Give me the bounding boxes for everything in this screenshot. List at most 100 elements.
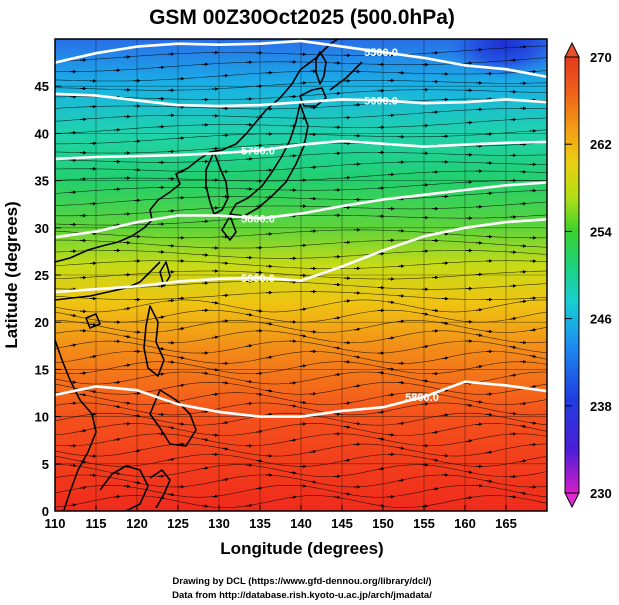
- wind-arrow: [377, 371, 385, 375]
- x-tick-label: 150: [372, 516, 394, 531]
- coast-hokkaido: [299, 87, 327, 107]
- wind-arrow: [353, 384, 361, 388]
- wind-arrow: [69, 313, 77, 318]
- wind-arrow: [421, 402, 429, 406]
- wind-arrow: [167, 425, 175, 430]
- wind-arrow: [475, 483, 483, 488]
- wind-arrow: [529, 354, 537, 358]
- wind-arrow: [123, 363, 131, 368]
- wind-arrow: [79, 371, 87, 375]
- wind-arrow: [377, 437, 385, 441]
- wind-arrow: [299, 334, 307, 338]
- contour-line-5600.0: [55, 92, 547, 108]
- wind-arrow: [333, 495, 341, 499]
- wind-arrow: [509, 411, 517, 416]
- wind-arrow: [441, 356, 449, 360]
- contour-label-5500.0: 5500.0: [364, 47, 398, 59]
- contour-label-5900.0: 5900.0: [241, 273, 275, 285]
- contour-line-5500.0: [55, 39, 547, 79]
- wind-arrow: [475, 364, 483, 369]
- colorbar-tick-label: 230: [590, 486, 612, 501]
- wind-arrow: [167, 492, 175, 497]
- contour-line-5700.0: [55, 139, 547, 161]
- wind-arrow: [255, 459, 263, 463]
- wind-arrow: [79, 392, 87, 397]
- wind-arrow: [299, 484, 307, 488]
- wind-arrow: [133, 413, 141, 418]
- wind-arrow: [343, 401, 351, 406]
- wind-arrow: [289, 404, 297, 408]
- credit-drawing: Drawing by DCL (https://www.gfd-dennou.o…: [172, 576, 431, 587]
- height-contours: 5500.0 5600.0 5700.0 5800.0 5900.0 5800.0: [55, 39, 547, 418]
- colorbar-min-arrow: [564, 492, 580, 509]
- streamline: [55, 433, 547, 447]
- streamline: [55, 214, 547, 226]
- wind-arrow: [519, 401, 527, 406]
- wind-arrow: [485, 412, 493, 417]
- wind-arrow: [89, 354, 97, 359]
- wind-arrow: [167, 360, 175, 364]
- wind-arrow: [79, 429, 87, 433]
- wind-arrow: [123, 334, 131, 339]
- wind-arrow: [475, 422, 483, 427]
- wind-arrow: [69, 503, 77, 507]
- x-tick-label: 145: [331, 516, 353, 531]
- wind-arrow: [421, 312, 429, 316]
- colorbar: 230 238 246 254 262 270: [564, 41, 612, 509]
- wind-arrow: [519, 299, 527, 304]
- streamline: [55, 152, 547, 163]
- wind-arrow: [255, 392, 263, 396]
- wind-arrow: [211, 301, 219, 305]
- wind-arrow: [123, 484, 131, 489]
- wind-arrow: [157, 474, 165, 478]
- wind-arrow: [353, 421, 361, 426]
- x-tick-label: 115: [86, 516, 107, 531]
- x-tick-label: 135: [249, 516, 271, 531]
- wind-arrow: [289, 470, 297, 475]
- wind-arrow: [177, 383, 185, 388]
- wind-arrow: [519, 424, 527, 429]
- wind-arrow: [255, 371, 263, 376]
- wind-streamlines: [55, 45, 547, 508]
- wind-arrow: [333, 346, 341, 350]
- wind-arrow: [421, 504, 429, 508]
- y-tick-label: 30: [35, 221, 49, 236]
- wind-arrow: [353, 355, 361, 359]
- wind-arrow: [245, 312, 253, 317]
- streamline: [55, 180, 547, 194]
- streamline: [55, 309, 547, 323]
- wind-arrow: [221, 477, 229, 482]
- wind-arrow: [177, 355, 185, 360]
- wind-arrow: [485, 450, 493, 455]
- wind-arrow: [89, 473, 97, 478]
- wind-arrow: [123, 306, 131, 311]
- wind-arrow: [289, 438, 297, 443]
- wind-arrow: [309, 392, 317, 396]
- wind-arrow: [333, 412, 341, 416]
- wind-arrow: [289, 381, 297, 385]
- plot-area: 5500.0 5600.0 5700.0 5800.0 5900.0 5800.0: [55, 39, 547, 511]
- wind-arrow: [255, 429, 263, 434]
- wind-arrow: [343, 492, 351, 496]
- wind-arrow: [397, 478, 405, 483]
- wind-arrow: [69, 463, 77, 468]
- y-tick-label: 0: [42, 504, 49, 519]
- wind-arrow: [421, 344, 429, 349]
- wind-arrow: [211, 367, 219, 372]
- wind-arrow: [299, 400, 307, 405]
- wind-arrow: [509, 345, 517, 349]
- wind-arrow: [201, 466, 209, 470]
- coast-japan-honshu: [229, 103, 309, 217]
- colorbar-body: [564, 56, 580, 494]
- wind-arrow: [333, 372, 341, 377]
- wind-arrow: [485, 329, 493, 334]
- wind-arrow: [245, 379, 253, 384]
- x-tick-label: 140: [290, 516, 312, 531]
- wind-arrow: [465, 496, 473, 500]
- wind-arrow: [485, 479, 493, 483]
- wind-arrow: [221, 421, 229, 425]
- coast-sakhalin: [315, 51, 327, 85]
- wind-arrow: [299, 307, 307, 312]
- wind-arrow: [377, 467, 385, 471]
- wind-arrow: [201, 437, 209, 442]
